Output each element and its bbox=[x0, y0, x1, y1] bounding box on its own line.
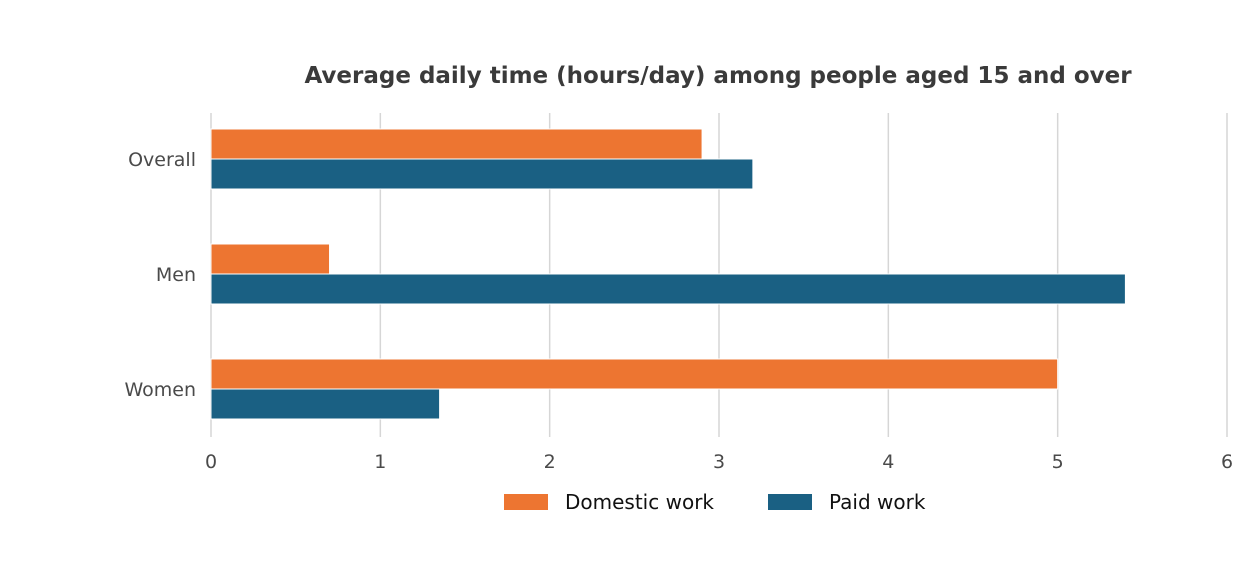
bar-overall-paid-work bbox=[210, 158, 754, 190]
bar-overall-domestic-work bbox=[210, 128, 703, 160]
bar-women-paid-work bbox=[210, 388, 441, 420]
legend-swatch-paid-work bbox=[768, 494, 812, 510]
x-tick-label-3: 3 bbox=[713, 451, 725, 473]
bars bbox=[210, 128, 1126, 420]
y-axis-tick-labels: Overall Men Women bbox=[124, 149, 196, 401]
x-tick-label-1: 1 bbox=[374, 451, 386, 473]
x-tick-label-6: 6 bbox=[1221, 451, 1233, 473]
bar-women-domestic-work bbox=[210, 358, 1059, 390]
legend-label-domestic-work: Domestic work bbox=[565, 490, 714, 514]
x-tick-label-4: 4 bbox=[882, 451, 894, 473]
legend-swatch-domestic-work bbox=[504, 494, 548, 510]
legend: Domestic work Paid work bbox=[504, 490, 926, 514]
y-tick-label-overall: Overall bbox=[128, 149, 196, 171]
y-tick-label-men: Men bbox=[156, 264, 196, 286]
legend-label-paid-work: Paid work bbox=[829, 490, 926, 514]
x-axis-tick-labels: 0 1 2 3 4 5 6 bbox=[205, 451, 1233, 473]
y-tick-label-women: Women bbox=[124, 379, 196, 401]
bar-men-paid-work bbox=[210, 273, 1126, 305]
x-tick-label-2: 2 bbox=[544, 451, 556, 473]
x-tick-label-0: 0 bbox=[205, 451, 217, 473]
x-tick-label-5: 5 bbox=[1052, 451, 1064, 473]
bar-men-domestic-work bbox=[210, 243, 331, 275]
chart-title: Average daily time (hours/day) among peo… bbox=[304, 63, 1132, 89]
